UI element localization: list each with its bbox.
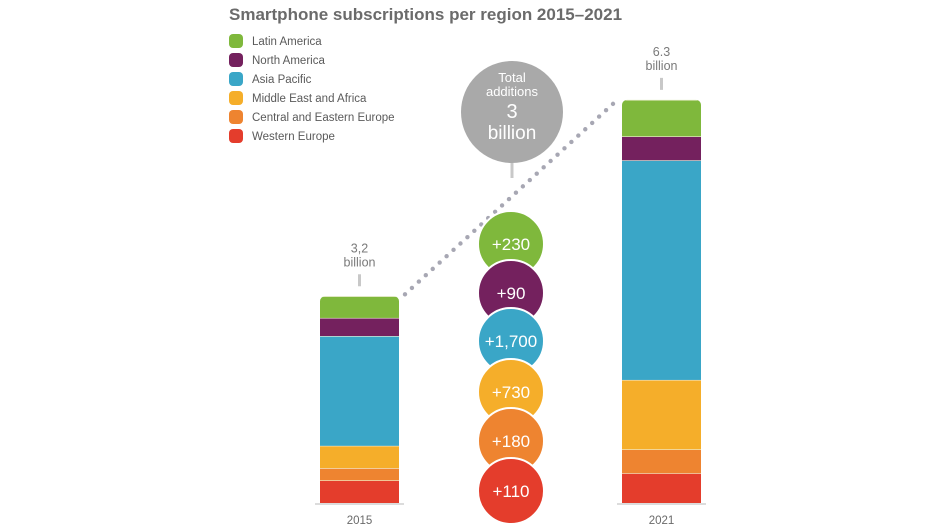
x-tick-label: 2015: [347, 515, 373, 527]
legend-item-north-america: North America: [229, 53, 325, 67]
addition-bubble-label: +730: [492, 383, 530, 402]
dotted-line-dot: [437, 260, 442, 265]
total-additions-unit: billion: [488, 123, 537, 144]
bar-total-value: 3,2: [351, 241, 368, 255]
bar-segment-western-europe: [622, 473, 701, 503]
legend: Latin America North America Asia Pacific Mi…: [229, 34, 395, 143]
addition-bubbles: +230 +90 +1,700 +730 +180 +110: [477, 210, 545, 525]
dotted-line-dot: [569, 139, 574, 145]
dotted-line-dot: [465, 234, 470, 240]
addition-bubble-label: +110: [492, 482, 529, 501]
dotted-line-dot: [603, 108, 609, 113]
legend-item-central-and-eastern-europe: Central and Eastern Europe: [229, 110, 395, 124]
legend-label: Latin America: [252, 36, 322, 48]
legend-item-asia-pacific: Asia Pacific: [229, 72, 312, 86]
dotted-line-dot: [555, 152, 560, 157]
bar-segment-north-america: [622, 136, 701, 161]
dotted-line-dot: [596, 114, 602, 119]
legend-item-latin-america: Latin America: [229, 34, 322, 48]
addition-bubble-north-america: +90: [477, 259, 545, 327]
dotted-line-dot: [451, 247, 456, 253]
dotted-line-dot: [444, 253, 449, 259]
bar-segment-latin-america: [320, 296, 399, 318]
dotted-line-dot: [541, 165, 546, 170]
total-additions-line1: Total: [498, 70, 526, 85]
legend-swatch: [229, 72, 243, 86]
bar-segment-central-and-eastern-europe: [622, 449, 701, 474]
dotted-line-dot: [472, 228, 477, 234]
legend-swatch: [229, 53, 243, 67]
legend-label: Western Europe: [252, 131, 335, 143]
addition-bubble-asia-pacific: +1,700: [477, 307, 545, 375]
dotted-line-dot: [534, 171, 539, 176]
total-additions-line2: additions: [486, 84, 539, 99]
x-tick-label: 2021: [649, 515, 675, 527]
addition-bubble-central-and-eastern-europe: +180: [477, 407, 545, 475]
dotted-line-dot: [583, 127, 588, 132]
legend-swatch: [229, 91, 243, 105]
dotted-line-dot: [402, 292, 408, 297]
bar-segments: [622, 99, 701, 503]
bar-segment-central-and-eastern-europe: [320, 468, 399, 481]
legend-label: North America: [252, 55, 325, 67]
bar-segment-middle-east-and-africa: [320, 445, 399, 469]
dotted-line-dot: [590, 120, 595, 126]
dotted-line-dot: [499, 203, 505, 208]
dotted-line-dot: [576, 133, 581, 138]
bar-segment-asia-pacific: [320, 336, 399, 446]
addition-bubble-label: +90: [497, 284, 526, 303]
bar-total-unit: billion: [344, 255, 376, 269]
bar-segment-latin-america: [622, 99, 701, 137]
dotted-line-dot: [416, 279, 422, 284]
bar-total-unit: billion: [646, 59, 678, 73]
dotted-line-dot: [479, 222, 484, 227]
dotted-line-dot: [423, 273, 428, 278]
total-additions-value: 3: [506, 101, 517, 123]
legend-label: Middle East and Africa: [252, 93, 367, 105]
addition-bubble-label: +1,700: [485, 332, 537, 351]
legend-label: Asia Pacific: [252, 74, 312, 86]
addition-bubble-label: +230: [492, 235, 530, 254]
bar-segment-asia-pacific: [622, 160, 701, 380]
growth-dotted-line: [402, 101, 616, 297]
legend-label: Central and Eastern Europe: [252, 112, 395, 124]
dotted-line-dot: [506, 196, 512, 202]
total-additions-circle: [461, 61, 563, 163]
total-additions-bubble: Total additions 3 billion: [461, 61, 563, 178]
legend-swatch: [229, 34, 243, 48]
legend-swatch: [229, 110, 243, 124]
dotted-line-dot: [548, 158, 553, 164]
bar-segment-middle-east-and-africa: [622, 379, 701, 450]
addition-bubble-latin-america: +230: [477, 210, 545, 278]
addition-bubble-label: +180: [492, 432, 530, 451]
dotted-line-dot: [430, 266, 435, 272]
dotted-line-dot: [527, 177, 532, 183]
dotted-line-dot: [458, 241, 463, 246]
dotted-line-dot: [520, 184, 526, 189]
dotted-line-dot: [610, 101, 616, 107]
bar-segment-western-europe: [320, 480, 399, 503]
chart-title: Smartphone subscriptions per region 2015…: [229, 5, 622, 24]
bar-segment-north-america: [320, 317, 399, 337]
dotted-line-dot: [562, 146, 567, 151]
addition-bubble-circle: [477, 457, 545, 525]
legend-item-middle-east-and-africa: Middle East and Africa: [229, 91, 367, 105]
addition-bubble-western-europe: +110: [477, 457, 545, 525]
bar-segments: [320, 296, 399, 503]
legend-item-western-europe: Western Europe: [229, 129, 335, 143]
legend-swatch: [229, 129, 243, 143]
dotted-line-dot: [409, 285, 415, 291]
dotted-line-dot: [513, 190, 519, 195]
bar-total-value: 6.3: [653, 45, 670, 59]
dotted-line-dot: [492, 209, 498, 214]
